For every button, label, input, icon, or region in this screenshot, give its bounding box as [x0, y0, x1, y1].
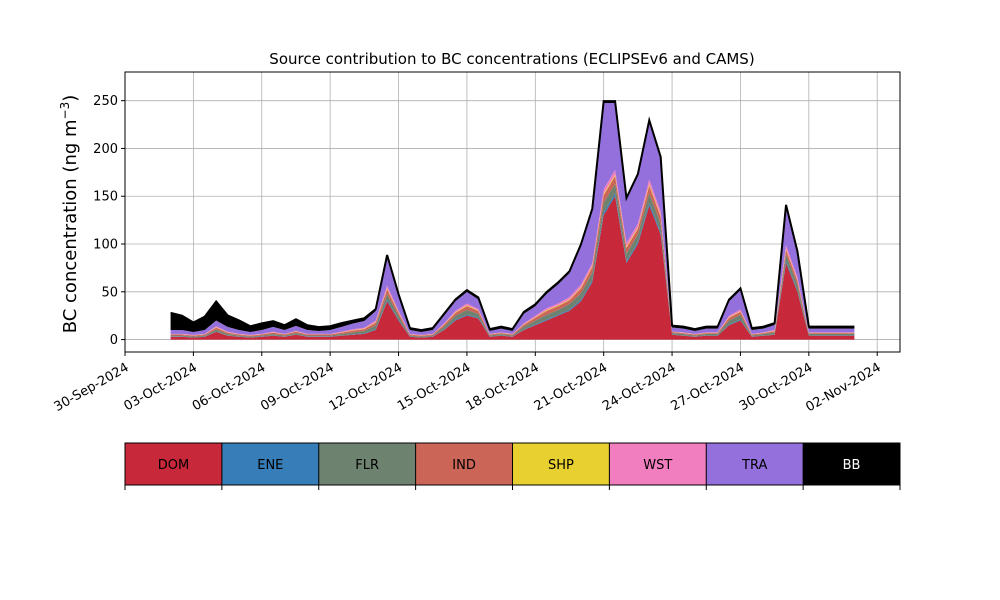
x-tick-label: 06-Oct-2024: [190, 360, 268, 414]
x-tick-label: 09-Oct-2024: [258, 360, 336, 414]
y-axis-label-main: BC concentration (ng m: [60, 119, 81, 333]
legend-swatch-shp: [512, 443, 610, 485]
legend-swatch-flr: [318, 443, 416, 485]
x-tick-label: 18-Oct-2024: [463, 360, 541, 414]
area-series-ind: [170, 176, 855, 337]
x-tick-label: 12-Oct-2024: [327, 360, 405, 414]
legend-swatch-ind: [415, 443, 513, 485]
x-tick-label: 24-Oct-2024: [600, 360, 678, 414]
legend-label-bb: BB: [843, 458, 861, 473]
legend-label-tra: TRA: [741, 458, 767, 473]
x-tick-label: 03-Oct-2024: [121, 360, 199, 414]
area-series-flr: [170, 183, 855, 338]
y-axis-label-close: ): [60, 95, 81, 102]
legend: DOM ENE FLR IND SHP WST TRA BB: [124, 442, 901, 490]
y-tick-label: 200: [93, 142, 118, 157]
legend-label-ene: ENE: [257, 458, 283, 473]
x-tick-label: 02-Nov-2024: [803, 360, 883, 415]
total-outline: [170, 100, 855, 332]
legend-swatch-wst: [609, 443, 707, 485]
legend-swatch-ene: [221, 443, 319, 485]
stacked-areas: [170, 100, 855, 340]
x-tick-label: 30-Sep-2024: [52, 360, 132, 415]
plot-frame: [124, 71, 901, 353]
y-tick-label: 0: [110, 333, 118, 348]
legend-swatch-bb: [803, 443, 900, 485]
x-tick-label: 27-Oct-2024: [669, 360, 747, 414]
legend-label-dom: DOM: [158, 458, 189, 473]
y-axis-label: BC concentration (ng m−3): [58, 95, 81, 334]
legend-label-flr: FLR: [355, 458, 379, 473]
y-tick-label: 100: [93, 238, 118, 253]
area-series-tra: [170, 103, 855, 335]
x-tick-label: 15-Oct-2024: [395, 360, 473, 414]
legend-label-wst: WST: [643, 458, 672, 473]
y-axis-label-sup: −3: [58, 102, 72, 120]
area-series-wst: [170, 169, 855, 336]
area-series-dom: [170, 196, 855, 340]
area-series-ene: [170, 193, 855, 338]
area-series-shp: [170, 174, 855, 336]
x-tick-label: 21-Oct-2024: [532, 360, 610, 414]
x-tick-label: 30-Oct-2024: [737, 360, 815, 414]
chart-title: Source contribution to BC concentrations…: [269, 50, 754, 68]
legend-label-ind: IND: [452, 458, 476, 473]
legend-label-shp: SHP: [548, 458, 574, 473]
legend-swatch-dom: [125, 443, 222, 485]
y-tick-label: 150: [93, 190, 118, 205]
y-tick-label: 250: [93, 94, 118, 109]
legend-swatch-tra: [706, 443, 804, 485]
area-series-bb: [170, 101, 855, 333]
y-tick-label: 50: [101, 285, 118, 300]
